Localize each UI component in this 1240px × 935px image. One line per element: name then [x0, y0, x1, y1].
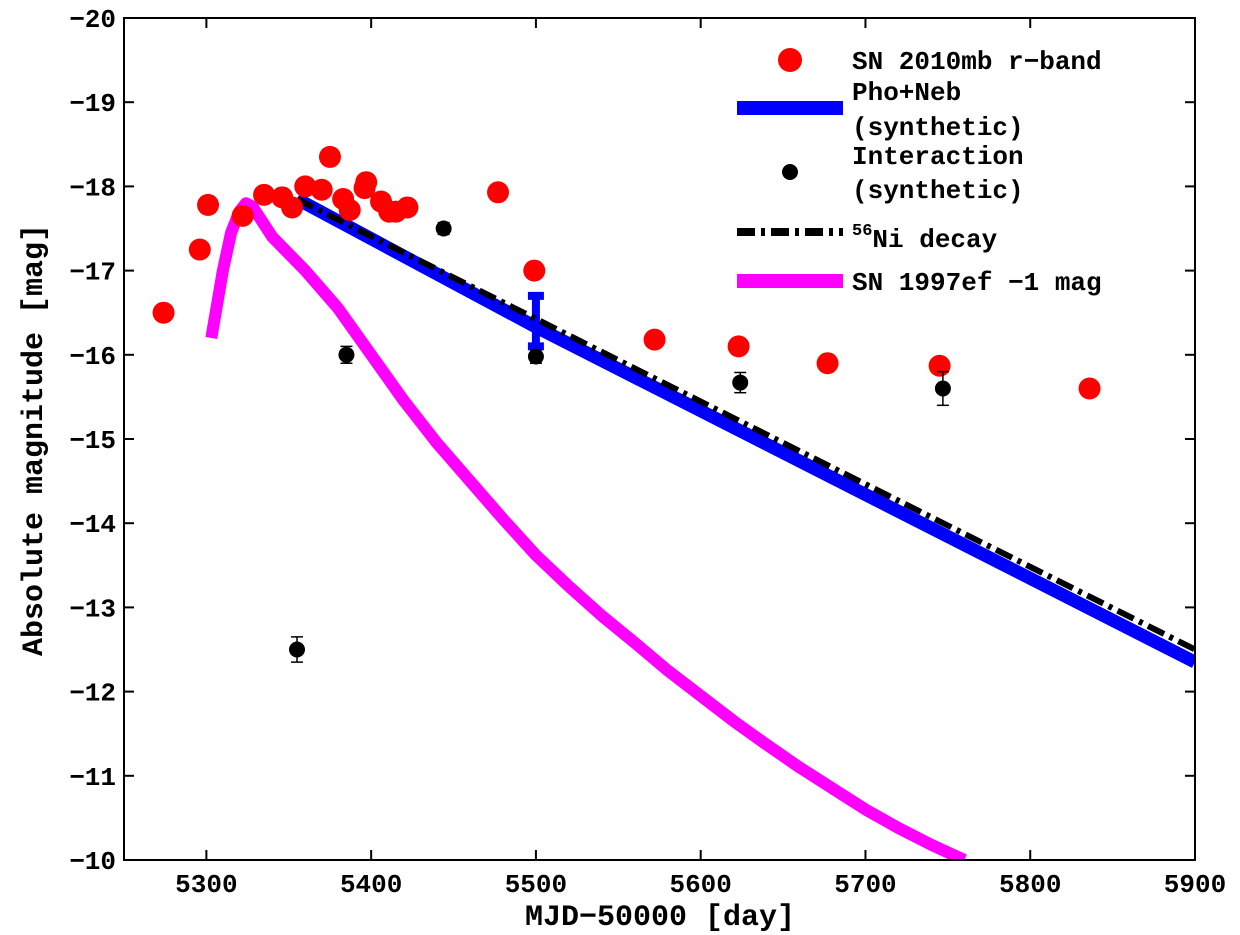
- legend-label-interaction-line2: (synthetic): [852, 176, 1024, 206]
- y-tick-label: −13: [69, 594, 116, 624]
- interaction-point: [732, 374, 749, 391]
- sn2010mb-point: [281, 196, 304, 219]
- x-tick-label: 5900: [1164, 870, 1226, 900]
- x-tick-label: 5600: [669, 870, 731, 900]
- sn2010mb-point: [231, 204, 254, 227]
- sn2010mb-point: [338, 198, 361, 221]
- sn2010mb-point: [727, 335, 750, 358]
- sn2010mb-point: [816, 352, 839, 375]
- sn2010mb-point: [253, 183, 276, 206]
- sn2010mb-point: [487, 181, 510, 204]
- sn2010mb-point: [188, 238, 211, 261]
- y-tick-label: −11: [69, 763, 116, 793]
- x-tick-label: 5400: [340, 870, 402, 900]
- sn2010mb-point: [643, 328, 666, 351]
- sn2010mb-point: [523, 259, 546, 282]
- y-tick-label: −16: [69, 342, 116, 372]
- y-tick-label: −10: [69, 847, 116, 877]
- ni-decay-series-line: [295, 196, 1195, 653]
- legend-label-sn2010mb: SN 2010mb r−band: [852, 47, 1102, 77]
- interaction-point: [435, 220, 452, 237]
- y-tick-label: −19: [69, 89, 116, 119]
- legend-label-interaction-line1: Interaction: [852, 142, 1024, 172]
- x-tick-label: 5700: [834, 870, 896, 900]
- y-tick-label: −14: [69, 510, 116, 540]
- sn1997ef-series-line: [205, 197, 967, 860]
- legend-marker-sn2010mb: [778, 48, 802, 72]
- x-axis-label: MJD−50000 [day]: [525, 901, 795, 935]
- sn2010mb-point: [928, 354, 951, 377]
- sn2010mb-point: [355, 171, 378, 194]
- interaction-point: [934, 380, 951, 397]
- interaction-point: [289, 641, 306, 658]
- legend-ni-superscript: 56: [852, 222, 872, 241]
- legend-marker-interaction: [782, 164, 798, 180]
- interaction-point: [338, 346, 355, 363]
- y-tick-label: −18: [69, 173, 116, 203]
- series-layer: [152, 145, 1195, 860]
- sn2010mb-point: [318, 145, 341, 168]
- y-tick-label: −12: [69, 679, 116, 709]
- y-tick-label: −17: [69, 258, 116, 288]
- sn2010mb-point: [294, 175, 317, 198]
- sn2010mb-point: [396, 196, 419, 219]
- axis-ticks: 5300 5400 5500 5600 5700 5800 5900 −20 −19 −18 −17…: [69, 5, 1226, 900]
- legend-label-phoneb-line2: (synthetic): [852, 113, 1024, 143]
- y-tick-label: −15: [69, 426, 116, 456]
- sn2010mb-point: [152, 301, 175, 324]
- interaction-point: [527, 348, 544, 365]
- x-tick-label: 5300: [175, 870, 237, 900]
- sn2010mb-point: [310, 178, 333, 201]
- y-tick-label: −20: [69, 5, 116, 35]
- sn2010mb-point: [1078, 377, 1101, 400]
- x-tick-label: 5800: [999, 870, 1061, 900]
- legend-ni-text: Ni decay: [872, 225, 997, 255]
- x-tick-label: 5500: [505, 870, 567, 900]
- legend-label-sn1997ef: SN 1997ef −1 mag: [852, 268, 1102, 298]
- legend: SN 2010mb r−band Pho+Neb (synthetic) Int…: [737, 47, 1102, 298]
- legend-label-phoneb-line1: Pho+Neb: [852, 78, 961, 108]
- y-axis-label: Absolute magnitude [mag]: [18, 224, 52, 656]
- legend-label-ni: 56Ni decay: [852, 222, 998, 255]
- sn2010mb-point: [197, 193, 220, 216]
